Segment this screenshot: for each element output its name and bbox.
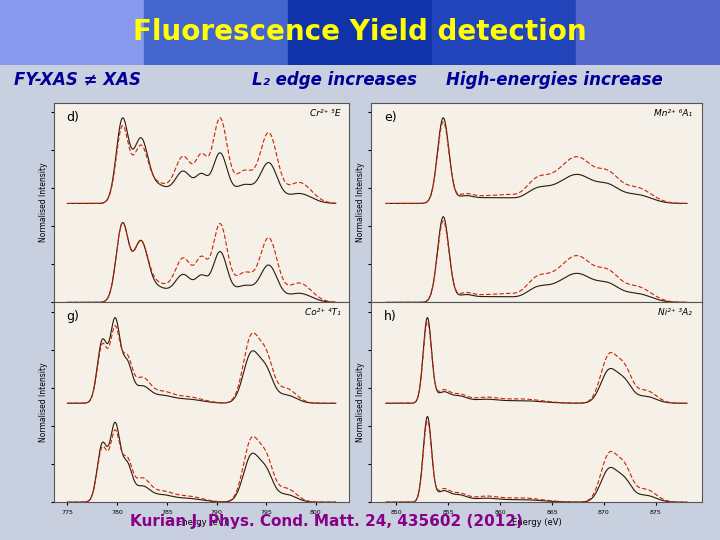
Text: High-energies increase: High-energies increase (446, 71, 663, 89)
X-axis label: Energy (eV): Energy (eV) (176, 518, 227, 526)
X-axis label: Energy (eV): Energy (eV) (511, 518, 562, 526)
X-axis label: Energy (eV): Energy (eV) (511, 318, 562, 327)
Bar (576, 0, 720, 65)
Y-axis label: Normalised Intensity: Normalised Intensity (40, 163, 48, 242)
Text: d): d) (66, 111, 78, 124)
Y-axis label: Normalised Intensity: Normalised Intensity (40, 362, 48, 442)
Text: h): h) (384, 310, 397, 323)
X-axis label: Energy (eV): Energy (eV) (176, 318, 227, 327)
Bar (0, 0, 144, 65)
Y-axis label: Normalised Intensity: Normalised Intensity (356, 163, 365, 242)
Text: Kurian J. Phys. Cond. Matt. 24, 435602 (2012): Kurian J. Phys. Cond. Matt. 24, 435602 (… (130, 514, 523, 529)
Text: FY-XAS ≠ XAS: FY-XAS ≠ XAS (14, 71, 141, 89)
Y-axis label: Normalised Intensity: Normalised Intensity (356, 362, 365, 442)
Bar (288, 0, 432, 65)
Text: g): g) (66, 310, 78, 323)
Text: Mn²⁺ ⁶A₁: Mn²⁺ ⁶A₁ (654, 109, 692, 118)
Text: Co²⁺ ⁴T₁: Co²⁺ ⁴T₁ (305, 308, 341, 318)
Text: Fluorescence Yield detection: Fluorescence Yield detection (133, 18, 587, 46)
Bar (432, 0, 576, 65)
Text: L₂ edge increases: L₂ edge increases (252, 71, 417, 89)
Bar (144, 0, 288, 65)
Text: Cr²⁺ ⁵E: Cr²⁺ ⁵E (310, 109, 341, 118)
Text: Ni²⁺ ³A₂: Ni²⁺ ³A₂ (658, 308, 692, 318)
Text: e): e) (384, 111, 397, 124)
